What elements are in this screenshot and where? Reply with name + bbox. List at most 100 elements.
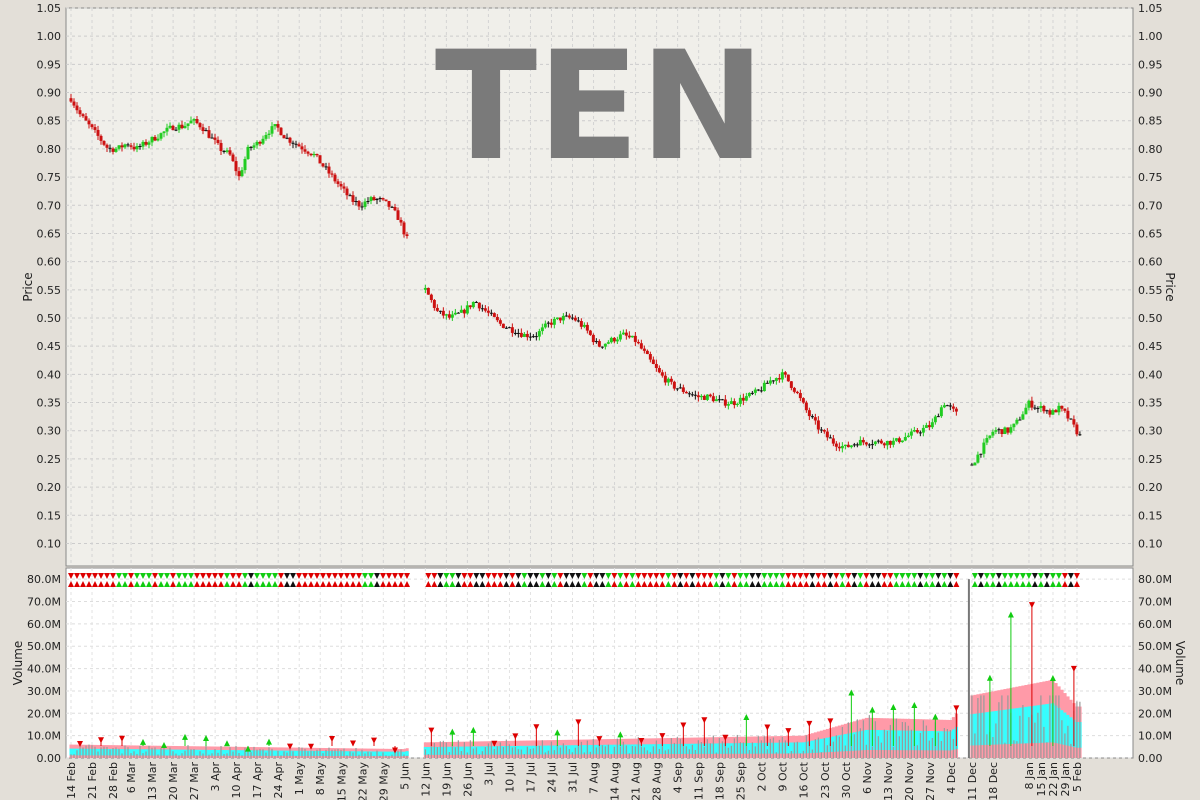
price-candle <box>804 402 808 411</box>
price-candle <box>147 142 151 145</box>
volume-band-inner <box>588 745 593 755</box>
price-candle <box>519 332 523 337</box>
volume-band-inner <box>693 743 698 754</box>
signal-marker-down <box>671 573 678 579</box>
price-candle <box>75 105 79 111</box>
signal-marker-down <box>266 573 272 579</box>
price-candle <box>135 146 139 150</box>
price-candle <box>1066 410 1070 419</box>
price-candle <box>771 380 775 382</box>
volume-bar <box>754 746 756 758</box>
signal-marker-down <box>1043 573 1050 579</box>
signal-marker-down <box>425 573 432 579</box>
price-candle <box>138 146 142 148</box>
price-candle <box>982 442 986 454</box>
volume-band-inner <box>570 745 575 755</box>
volume-bar <box>124 745 126 758</box>
volume-bar <box>673 742 675 758</box>
price-tick-label: 0.15 <box>37 509 62 522</box>
volume-signal-arrow <box>119 735 125 742</box>
signal-marker-up <box>176 581 182 587</box>
volume-bar <box>373 755 375 758</box>
volume-bar <box>379 755 381 758</box>
volume-axis-label-right: Volume <box>1173 641 1187 686</box>
price-candle <box>924 425 928 428</box>
price-tick-label: 0.85 <box>1138 115 1163 128</box>
volume-bar <box>88 744 90 758</box>
signal-marker-up <box>1019 581 1026 587</box>
date-tick-label: 15 May <box>335 762 348 800</box>
price-tick-label: 0.75 <box>37 171 62 184</box>
price-candle <box>492 313 496 317</box>
volume-bar <box>394 751 396 758</box>
volume-signal-arrow <box>785 728 792 735</box>
price-candle <box>381 198 385 200</box>
signal-marker-up <box>761 581 768 587</box>
volume-tick-label: 20.0M <box>1138 707 1172 720</box>
volume-bar <box>667 749 669 758</box>
price-candle <box>558 317 562 321</box>
volume-band-inner <box>1015 708 1019 744</box>
volume-band-inner <box>786 742 791 754</box>
price-candle <box>165 127 169 132</box>
signal-marker-down <box>695 573 702 579</box>
volume-bar <box>661 736 663 758</box>
price-candle <box>882 443 886 446</box>
price-candle <box>114 148 118 152</box>
price-candle <box>78 110 82 115</box>
signal-marker-up <box>92 581 98 587</box>
price-candle <box>954 408 958 412</box>
price-tick-label: 0.25 <box>37 453 62 466</box>
volume-bar <box>187 745 189 758</box>
signal-marker-up <box>731 581 738 587</box>
price-tick-label: 0.65 <box>37 227 62 240</box>
price-candle <box>762 382 766 392</box>
price-candle <box>198 123 202 128</box>
volume-bar <box>952 738 954 758</box>
volume-bar <box>541 740 543 758</box>
volume-signal-arrow <box>491 740 498 747</box>
volume-band-inner <box>402 751 406 757</box>
signal-marker-down <box>665 573 672 579</box>
signal-marker-up <box>1013 581 1020 587</box>
price-tick-label: 0.80 <box>37 143 62 156</box>
price-candle <box>528 336 532 338</box>
volume-bar <box>76 750 78 758</box>
price-candle <box>267 133 271 135</box>
price-candle <box>732 401 736 406</box>
volume-bar <box>799 753 801 758</box>
volume-bar <box>244 747 246 758</box>
signal-marker-down <box>164 573 170 579</box>
date-tick-label: 3 Apr <box>209 762 222 792</box>
price-candle <box>1060 405 1064 409</box>
volume-bar <box>505 739 507 758</box>
signal-marker-down <box>731 573 738 579</box>
volume-bar <box>760 740 762 758</box>
volume-band-inner <box>465 746 470 755</box>
signal-marker-down <box>1061 573 1068 579</box>
volume-bar <box>562 743 564 758</box>
volume-signal-arrow <box>680 722 687 729</box>
volume-bar <box>205 745 207 758</box>
signal-marker-down <box>779 573 786 579</box>
price-candle <box>885 440 889 446</box>
date-tick-label: 28 Feb <box>107 762 120 799</box>
date-tick-label: 11 Sep <box>693 762 706 800</box>
price-candle <box>846 444 850 448</box>
price-candle <box>852 444 856 446</box>
volume-bar <box>115 747 117 758</box>
price-candle <box>900 440 904 443</box>
price-candle <box>174 129 178 131</box>
volume-bar <box>1025 743 1027 758</box>
price-candle <box>594 341 598 343</box>
volume-bar <box>547 750 549 758</box>
volume-bar <box>1037 712 1039 758</box>
volume-bar <box>1058 695 1060 758</box>
signal-marker-down <box>314 573 320 579</box>
signal-marker-down <box>911 573 918 579</box>
volume-bar <box>676 737 678 758</box>
volume-bar <box>931 737 933 758</box>
date-tick-label: 22 May <box>356 762 369 800</box>
price-candle <box>1048 410 1052 415</box>
date-tick-label: 5 Jun <box>398 762 411 790</box>
